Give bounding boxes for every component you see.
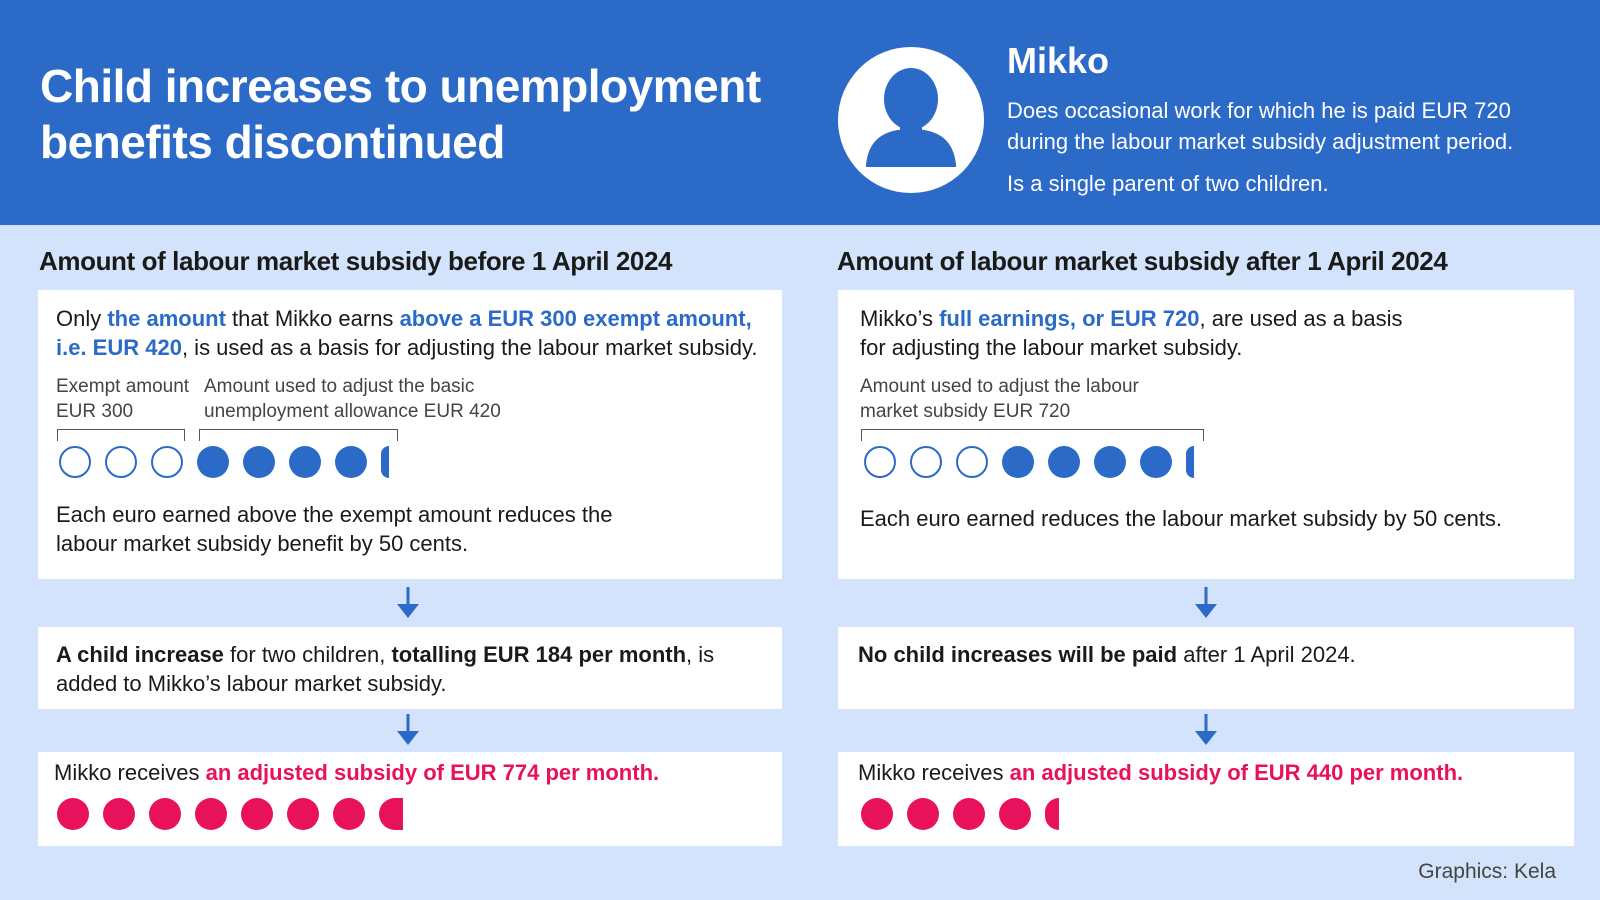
earned-euro-dot — [864, 446, 896, 478]
before-reduction-note: Each euro earned above the exempt amount… — [56, 502, 613, 556]
after-info-text: Mikko’s full earnings, or EUR 720, are u… — [860, 304, 1420, 362]
adjust-euro-dot — [335, 446, 367, 478]
arrow-down-icon — [397, 714, 419, 745]
after-result-text: Mikko receives an adjusted subsidy of EU… — [858, 758, 1568, 787]
arrow-down-icon — [397, 587, 419, 618]
adjust-amount-label: Amount used to adjust the basic unemploy… — [204, 376, 501, 422]
subsidy-dot — [953, 798, 985, 830]
adjust-euro-dot — [197, 446, 229, 478]
adjust-euro-dot — [289, 446, 321, 478]
adjust-bracket — [199, 429, 398, 441]
before-result-text: Mikko receives an adjusted subsidy of EU… — [54, 758, 774, 787]
text-segment: after 1 April 2024. — [1177, 642, 1356, 667]
earned-euro-dot — [910, 446, 942, 478]
text-segment: , are used as a basis for adjusting the … — [860, 306, 1403, 360]
after-child-increase-box: No child increases will be paid after 1 … — [838, 627, 1574, 709]
before-info-box: Only the amount that Mikko earns above a… — [38, 290, 782, 579]
subsidy-dots — [57, 798, 403, 830]
text-highlight: No child increases will be paid — [858, 642, 1178, 667]
subsidy-dot — [195, 798, 227, 830]
text-segment: Only — [56, 306, 108, 331]
person-description: Does occasional work for which he is pai… — [1007, 98, 1514, 154]
text-highlight: the amount — [107, 306, 226, 331]
person-name: Mikko — [1007, 40, 1110, 81]
subsidy-dot — [999, 798, 1031, 830]
subsidy-dot — [149, 798, 181, 830]
after-heading: Amount of labour market subsidy after 1 … — [837, 246, 1448, 276]
page-title: Child increases to unemployment benefits… — [40, 60, 761, 168]
exempt-euro-dot — [59, 446, 91, 478]
exempt-euro-dot — [151, 446, 183, 478]
person-avatar-icon — [838, 47, 984, 193]
exempt-bracket — [57, 429, 185, 441]
text-segment: Mikko receives — [858, 760, 1010, 785]
after-subsidy-dots — [861, 798, 1059, 830]
subsidy-dot — [241, 798, 273, 830]
earned-euro-dot — [1002, 446, 1034, 478]
text-segment: , is added to Mikko’s labour market subs… — [56, 642, 715, 696]
before-info-text: Only the amount that Mikko earns above a… — [56, 304, 771, 362]
text-highlight: an adjusted subsidy of EUR 440 per month… — [1009, 760, 1464, 785]
after-adjust-bracket — [861, 429, 1204, 441]
subsidy-dot — [333, 798, 365, 830]
text-segment: , is used as a basis for adjusting the l… — [181, 335, 758, 360]
text-highlight: an adjusted subsidy of EUR 774 per month… — [205, 760, 660, 785]
exempt-amount-label: Exempt amount EUR 300 — [56, 376, 190, 422]
text-highlight: A child increase — [56, 642, 224, 667]
subsidy-dot — [287, 798, 319, 830]
text-highlight: totalling EUR 184 per month — [391, 642, 687, 667]
text-segment: that Mikko earns — [225, 306, 400, 331]
exempt-euro-dot — [105, 446, 137, 478]
after-result-box: Mikko receives an adjusted subsidy of EU… — [838, 752, 1574, 846]
text-highlight: above a EUR 300 exempt amount, i.e. EUR … — [56, 306, 752, 360]
subsidy-dot — [861, 798, 893, 830]
earned-euro-dot — [1048, 446, 1080, 478]
before-child-increase-box: A child increase for two children, total… — [38, 627, 782, 709]
before-heading: Amount of labour market subsidy before 1… — [39, 246, 673, 276]
text-segment: for two children, — [223, 642, 392, 667]
earned-euro-dot — [1140, 446, 1172, 478]
subsidy-dot — [103, 798, 135, 830]
adjust-euro-dot — [243, 446, 275, 478]
subsidy-dot — [57, 798, 89, 830]
earnings-dots — [59, 446, 389, 478]
subsidy-dot — [907, 798, 939, 830]
earned-euro-dot — [1094, 446, 1126, 478]
after-adjust-label: Amount used to adjust the labour market … — [860, 376, 1139, 422]
after-reduction-note: Each euro earned reduces the labour mark… — [860, 506, 1503, 531]
after-info-box: Mikko’s full earnings, or EUR 720, are u… — [838, 290, 1574, 579]
earned-euro-dot — [956, 446, 988, 478]
text-highlight: full earnings, or EUR 720 — [939, 306, 1200, 331]
adjust-euro-partial-dot — [381, 446, 389, 478]
after-child-increase-text: No child increases will be paid after 1 … — [858, 640, 1558, 669]
after-earnings-dots — [864, 446, 1194, 478]
before-child-increase-text: A child increase for two children, total… — [56, 640, 756, 698]
header-banner: Child increases to unemployment benefits… — [0, 0, 1600, 225]
graphics-credit: Graphics: Kela — [1418, 860, 1556, 883]
text-segment: Mikko receives — [54, 760, 206, 785]
subsidy-partial-dot — [379, 798, 403, 830]
subsidy-partial-dot — [1045, 798, 1059, 830]
earned-euro-partial-dot — [1186, 446, 1194, 478]
person-description-2: Is a single parent of two children. — [1007, 171, 1329, 196]
text-segment: Mikko’s — [860, 306, 940, 331]
arrow-down-icon — [1195, 714, 1217, 745]
before-result-box: Mikko receives an adjusted subsidy of EU… — [38, 752, 782, 846]
arrow-down-icon — [1195, 587, 1217, 618]
